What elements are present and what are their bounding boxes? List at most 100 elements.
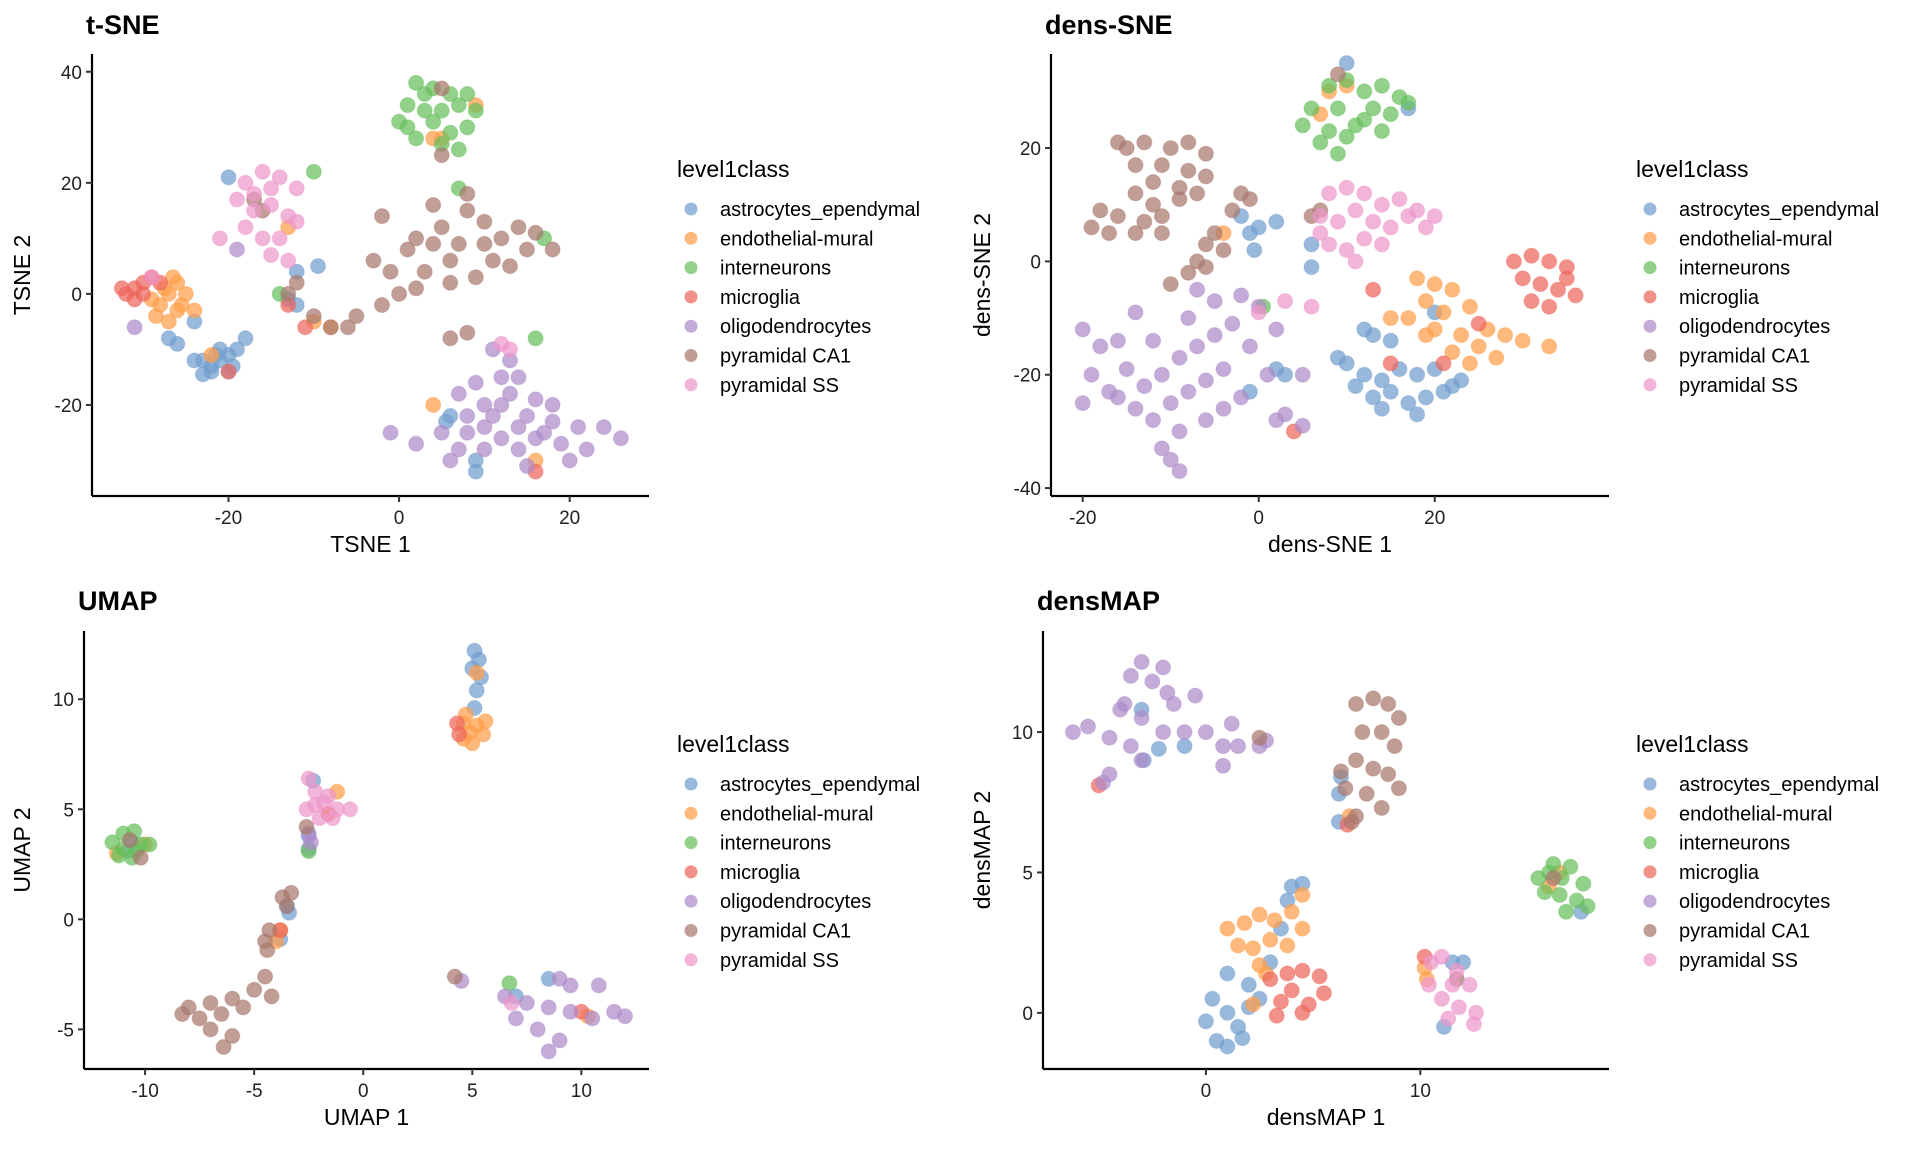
point-pyramidal-ss <box>254 163 271 180</box>
point-oligodendrocytes <box>1230 738 1247 755</box>
point-pyramidal-ca1 <box>132 849 149 866</box>
point-oligodendrocytes <box>1223 715 1240 732</box>
point-microglia <box>297 319 314 336</box>
point-interneurons <box>1373 123 1390 140</box>
point-pyramidal-ca1 <box>1373 724 1390 741</box>
point-pyramidal-ca1 <box>322 319 339 336</box>
points-layer <box>113 74 629 480</box>
point-pyramidal-ca1 <box>527 224 544 241</box>
point-pyramidal-ca1 <box>459 202 476 219</box>
point-pyramidal-ca1 <box>213 1006 230 1022</box>
legend-label: pyramidal CA1 <box>720 921 851 943</box>
legend-item: pyramidal CA1 <box>1643 346 1810 368</box>
point-oligodendrocytes <box>1101 729 1118 746</box>
point-pyramidal-ss <box>254 230 271 247</box>
panel-dens-sne: dens-SNE -20 0 20 -40 -20 0 20 dens-SNE 1 dens-SN… <box>969 10 1879 557</box>
point-oligodendrocytes <box>1162 395 1179 412</box>
point-oligodendrocytes <box>459 424 476 441</box>
point-oligodendrocytes <box>518 995 535 1011</box>
point-endothelial-mural <box>1219 920 1236 937</box>
point-pyramidal-ca1 <box>1365 690 1382 707</box>
point-interneurons <box>527 330 544 347</box>
legend-key-icon <box>684 231 698 245</box>
point-pyramidal-ss <box>1450 999 1467 1016</box>
point-microglia <box>1558 270 1575 287</box>
point-microglia <box>1300 996 1317 1013</box>
legend-item: oligodendrocytes <box>1643 891 1830 913</box>
point-oligodendrocytes <box>1145 412 1162 429</box>
point-pyramidal-ca1 <box>1224 202 1241 219</box>
point-astrocytes-ependymal <box>1417 389 1434 406</box>
point-pyramidal-ca1 <box>450 235 467 252</box>
legend-key-icon <box>1643 261 1657 275</box>
point-oligodendrocytes <box>1155 724 1172 741</box>
legend-label: pyramidal SS <box>720 950 839 972</box>
point-pyramidal-ca1 <box>408 230 425 247</box>
point-pyramidal-ss <box>237 174 254 191</box>
point-interneurons <box>1312 134 1329 151</box>
point-pyramidal-ca1 <box>215 1039 232 1055</box>
point-astrocytes-ependymal <box>1382 383 1399 400</box>
point-pyramidal-ca1 <box>246 981 263 998</box>
point-astrocytes-ependymal <box>1409 406 1426 423</box>
point-endothelial-mural <box>1382 310 1399 327</box>
point-interneurons <box>1400 94 1417 111</box>
point-oligodendrocytes <box>590 977 607 994</box>
point-endothelial-mural <box>1426 276 1443 293</box>
point-pyramidal-ca1 <box>1197 259 1214 276</box>
point-oligodendrocytes <box>1145 332 1162 349</box>
point-oligodendrocytes <box>507 1010 524 1027</box>
legend-key-icon <box>1643 836 1657 850</box>
legend-label: oligodendrocytes <box>1679 891 1830 913</box>
point-interneurons <box>1303 100 1320 117</box>
point-oligodendrocytes <box>502 385 518 402</box>
y-tick-label: 5 <box>1022 863 1033 884</box>
point-pyramidal-ca1 <box>1136 134 1153 151</box>
point-pyramidal-ss <box>1373 236 1390 253</box>
point-astrocytes-ependymal <box>1365 327 1382 344</box>
point-interneurons <box>1356 83 1373 100</box>
legend-key-icon <box>1643 231 1657 245</box>
point-microglia <box>1523 247 1540 264</box>
point-pyramidal-ca1 <box>1197 168 1214 185</box>
point-oligodendrocytes <box>570 419 587 436</box>
point-oligodendrocytes <box>1122 667 1139 684</box>
point-astrocytes-ependymal <box>1197 1013 1214 1030</box>
point-pyramidal-ca1 <box>493 230 510 247</box>
legend-key-icon <box>1643 202 1657 216</box>
point-oligodendrocytes <box>527 391 544 408</box>
point-endothelial-mural <box>477 713 494 730</box>
x-tick-label: 20 <box>1424 508 1445 529</box>
legend-label: pyramidal CA1 <box>720 346 851 368</box>
point-pyramidal-ss <box>1426 208 1443 225</box>
point-pyramidal-ca1 <box>121 832 138 849</box>
legend-key-icon <box>684 349 698 362</box>
legend-label: astrocytes_ependymal <box>1679 199 1879 221</box>
legend-item: pyramidal CA1 <box>1643 921 1810 943</box>
point-pyramidal-ca1 <box>1337 780 1354 797</box>
point-endothelial-mural <box>1461 355 1478 372</box>
point-pyramidal-ca1 <box>459 185 476 202</box>
point-pyramidal-ca1 <box>259 942 276 959</box>
point-oligodendrocytes <box>1127 304 1144 321</box>
y-tick-label: 10 <box>1012 723 1033 744</box>
point-astrocytes-ependymal <box>1176 738 1193 755</box>
point-pyramidal-ca1 <box>1092 202 1109 219</box>
panel-title: dens-SNE <box>1045 10 1173 40</box>
point-oligodendrocytes <box>1180 383 1197 400</box>
point-oligodendrocytes <box>1155 659 1172 676</box>
point-pyramidal-ca1 <box>1162 140 1179 157</box>
point-pyramidal-ca1 <box>1153 157 1170 174</box>
point-pyramidal-ca1 <box>433 80 450 97</box>
point-endothelial-mural <box>1236 915 1253 931</box>
point-oligodendrocytes <box>1144 673 1161 690</box>
point-pyramidal-ss <box>263 247 280 263</box>
point-microglia <box>451 726 468 743</box>
point-oligodendrocytes <box>612 430 629 447</box>
point-microglia <box>220 363 237 380</box>
legend-item: pyramidal SS <box>684 375 839 397</box>
point-astrocytes-ependymal <box>186 352 203 369</box>
point-oligodendrocytes <box>493 396 510 413</box>
point-pyramidal-ss <box>1433 990 1450 1007</box>
point-pyramidal-ca1 <box>1348 696 1364 712</box>
